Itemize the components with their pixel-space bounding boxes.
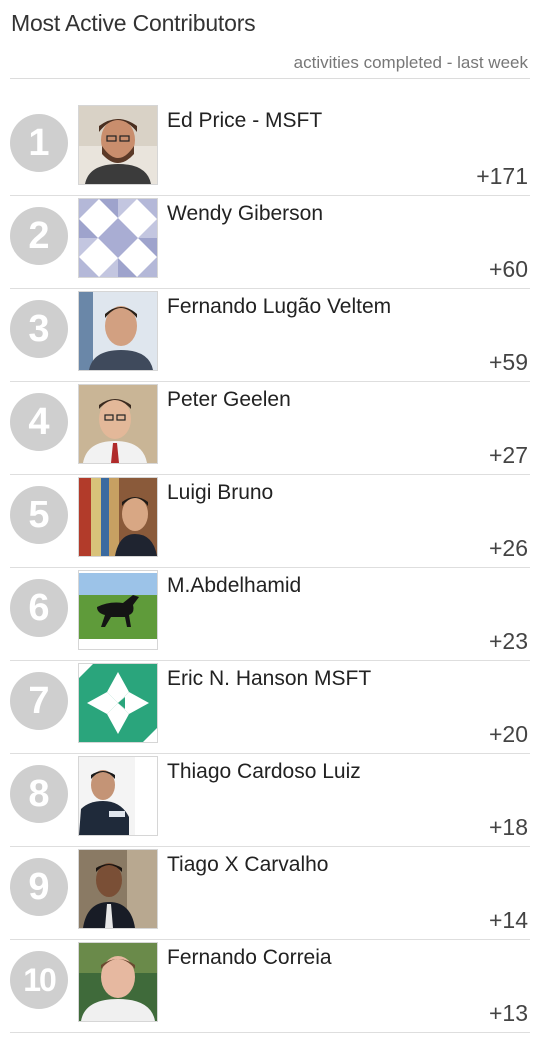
rank-badge: 3 (10, 300, 68, 358)
avatar[interactable] (78, 570, 158, 650)
user-photo-icon (79, 106, 157, 184)
user-photo-icon (79, 850, 157, 928)
activity-score: +18 (488, 814, 528, 840)
activity-score: +13 (488, 1000, 528, 1026)
rank-badge: 6 (10, 579, 68, 637)
contributor-row: 9 Tiago X Carvalho +14 (0, 847, 540, 940)
activity-score: +171 (476, 163, 528, 189)
row-divider (10, 381, 530, 382)
header-divider (10, 78, 530, 79)
contributor-name-link[interactable]: Thiago Cardoso Luiz (167, 760, 361, 783)
row-divider (10, 846, 530, 847)
contributor-name-link[interactable]: Luigi Bruno (167, 481, 274, 504)
activity-score: +14 (488, 907, 528, 933)
rank-badge: 1 (10, 114, 68, 172)
rank-badge: 4 (10, 393, 68, 451)
contributor-name-link[interactable]: Wendy Giberson (167, 202, 324, 225)
avatar[interactable] (78, 849, 158, 929)
activity-score: +20 (488, 721, 528, 747)
contributor-row: 8 Thiago Cardoso Luiz +18 (0, 754, 540, 847)
rank-badge: 9 (10, 858, 68, 916)
rank-badge: 7 (10, 672, 68, 730)
contributor-row: 1 Ed Price - MSFT +171 (0, 103, 540, 196)
horse-photo-icon (79, 571, 157, 649)
user-photo-icon (79, 478, 157, 556)
user-photo-icon (79, 943, 157, 1021)
avatar[interactable] (78, 663, 158, 743)
avatar[interactable] (78, 756, 158, 836)
avatar[interactable] (78, 198, 158, 278)
contributor-row: 2 Wendy (0, 196, 540, 289)
user-photo-icon (79, 385, 157, 463)
avatar[interactable] (78, 477, 158, 557)
contributor-row: 4 Peter Geelen +27 (0, 382, 540, 475)
row-divider (10, 1032, 530, 1033)
contributor-name-link[interactable]: Peter Geelen (167, 388, 291, 411)
row-divider (10, 939, 530, 940)
contributor-row: 7 Eric N. Hanson MSFT +20 (0, 661, 540, 754)
widget-title: Most Active Contributors (11, 10, 256, 36)
row-divider (10, 753, 530, 754)
user-photo-icon (79, 757, 157, 835)
rank-badge: 8 (10, 765, 68, 823)
contributor-row: 6 M.Abdelhamid +23 (0, 568, 540, 661)
contributor-row: 3 Fernando Lugão Veltem +59 (0, 289, 540, 382)
row-divider (10, 660, 530, 661)
activity-score: +23 (488, 628, 528, 654)
contributor-row: 10 Fernando Correia +13 (0, 940, 540, 1033)
contributor-name-link[interactable]: Fernando Correia (167, 946, 332, 969)
avatar[interactable] (78, 105, 158, 185)
rank-badge: 5 (10, 486, 68, 544)
activity-score: +26 (488, 535, 528, 561)
row-divider (10, 288, 530, 289)
activity-score: +27 (488, 442, 528, 468)
contributor-name-link[interactable]: M.Abdelhamid (167, 574, 302, 597)
activity-score: +60 (488, 256, 528, 282)
contributor-row: 5 Luigi Bruno +26 (0, 475, 540, 568)
avatar[interactable] (78, 291, 158, 371)
widget-subtitle: activities completed - last week (293, 53, 528, 72)
rank-badge: 10 (10, 951, 68, 1009)
generated-avatar-icon (79, 199, 157, 277)
row-divider (10, 474, 530, 475)
contributor-name-link[interactable]: Tiago X Carvalho (167, 853, 329, 876)
row-divider (10, 567, 530, 568)
user-photo-icon (79, 292, 157, 370)
avatar[interactable] (78, 384, 158, 464)
contributor-name-link[interactable]: Fernando Lugão Veltem (167, 295, 392, 318)
rank-badge: 2 (10, 207, 68, 265)
contributor-name-link[interactable]: Ed Price - MSFT (167, 109, 323, 132)
contributor-list: 1 Ed Price - MSFT +171 2 (0, 103, 540, 1033)
avatar[interactable] (78, 942, 158, 1022)
contributor-name-link[interactable]: Eric N. Hanson MSFT (167, 667, 372, 690)
row-divider (10, 195, 530, 196)
generated-avatar-icon (79, 664, 157, 742)
activity-score: +59 (488, 349, 528, 375)
